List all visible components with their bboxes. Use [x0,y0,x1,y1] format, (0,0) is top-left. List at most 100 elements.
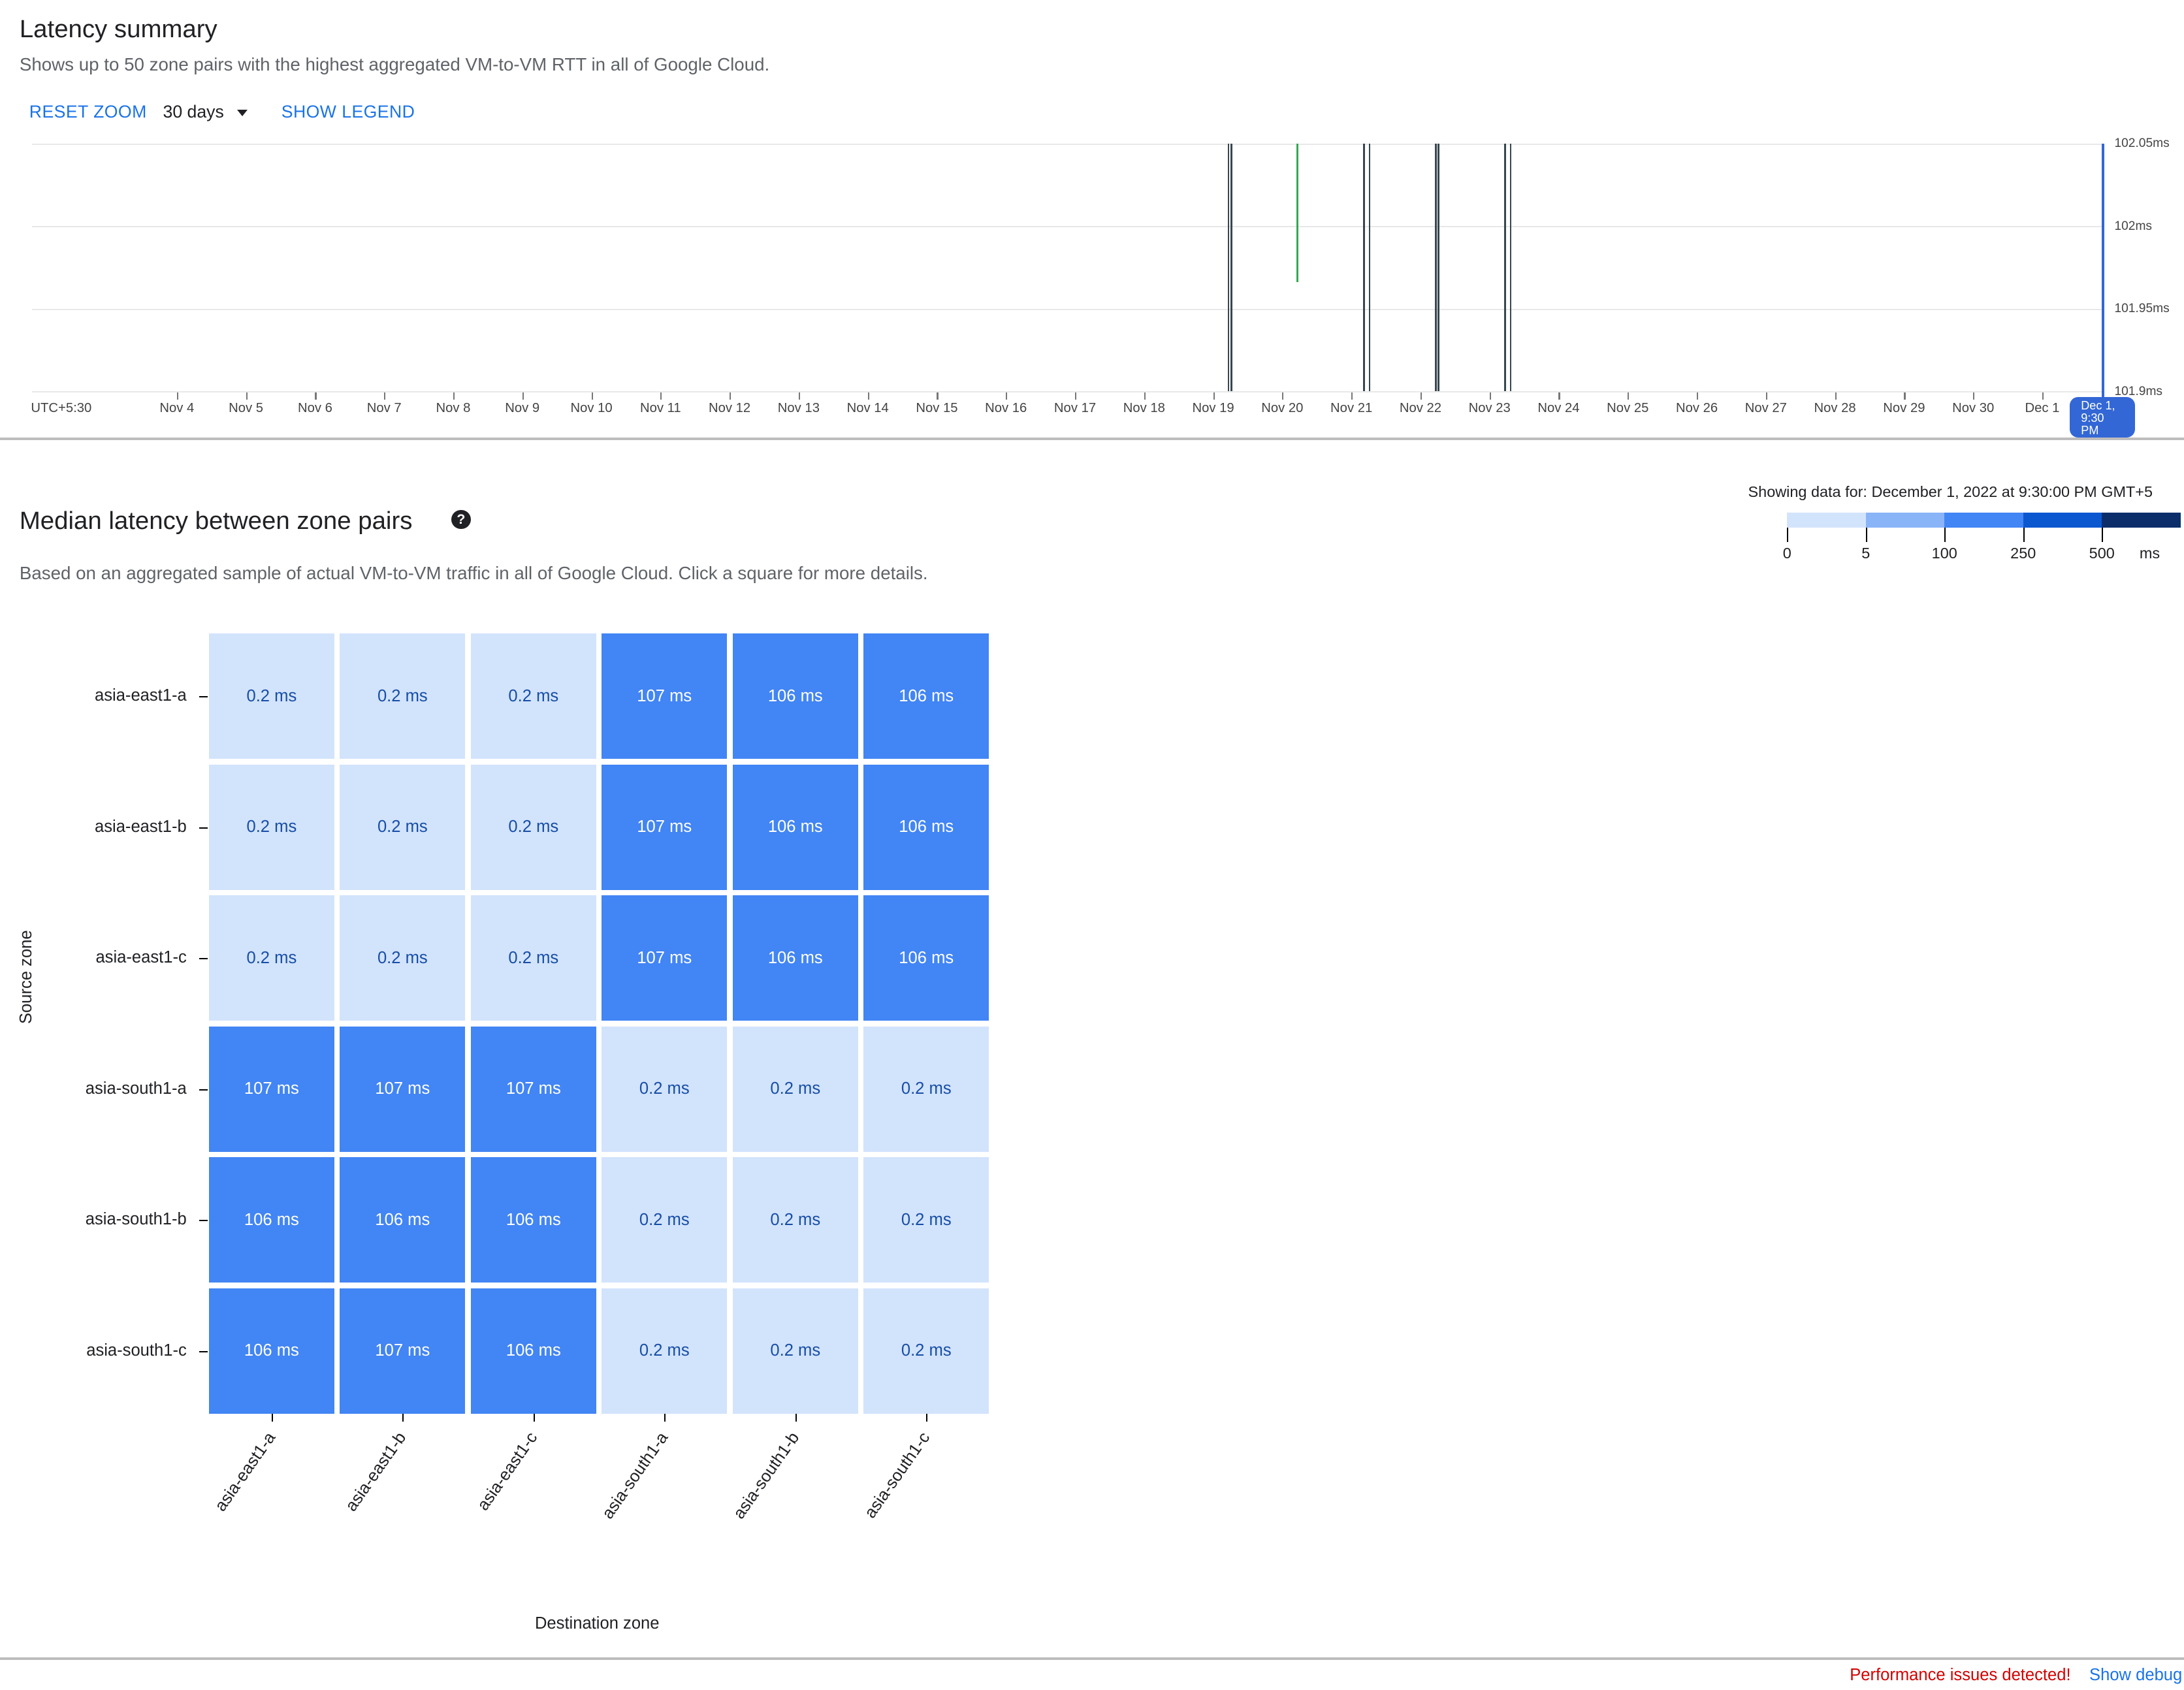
x-tick-mark [1628,392,1630,400]
latency-spike[interactable] [1296,143,1299,283]
x-tick-label: Nov 11 [639,401,681,416]
latency-spike[interactable] [1362,143,1365,392]
latency-spike[interactable] [1437,143,1440,392]
heatmap-cell[interactable]: 107 ms [602,895,728,1021]
heatmap-cell[interactable]: 0.2 ms [470,895,596,1021]
reset-zoom-button[interactable]: RESET ZOOM [29,101,147,121]
x-tick-mark [1282,392,1284,400]
scale-label: 5 [1861,544,1871,562]
x-tick-label: Nov 6 [297,401,332,416]
latency-spike[interactable] [1368,143,1371,392]
heatmap-cell[interactable]: 0.2 ms [340,633,466,759]
heatmap-cell[interactable]: 107 ms [602,764,728,890]
scale-label: ms [2139,544,2160,562]
heatmap-cell[interactable]: 107 ms [602,633,728,759]
column-tick [664,1413,666,1422]
help-circle-icon[interactable]: ? [451,509,471,530]
column-tick [795,1413,797,1422]
heatmap-cell[interactable]: 0.2 ms [340,895,466,1021]
x-tick-label: Nov 29 [1883,401,1925,416]
y-tick-label: 102ms [2114,219,2153,233]
heatmap-cell[interactable]: 0.2 ms [863,1288,989,1414]
x-tick-label: Nov 24 [1537,401,1580,416]
x-tick-mark [384,392,386,400]
scale-label: 0 [1782,544,1791,562]
heatmap-cell[interactable]: 106 ms [732,633,858,759]
gridline [32,143,2104,145]
x-tick-label: Nov 25 [1607,401,1649,416]
x-tick-label: Nov 15 [916,401,958,416]
gridline [32,226,2104,228]
scale-tick [1865,528,1867,542]
x-tick-label: Nov 27 [1744,401,1787,416]
x-axis-label: Destination zone [534,1614,660,1633]
performance-warning: Performance issues detected! [1850,1665,2071,1684]
x-tick-mark [246,392,248,400]
heatmap-cell[interactable]: 0.2 ms [470,633,596,759]
x-tick-mark [1835,392,1837,400]
heatmap-cell[interactable]: 107 ms [340,1026,466,1152]
heatmap-cell[interactable]: 0.2 ms [340,764,466,890]
heatmap-cell[interactable]: 107 ms [470,1026,596,1152]
show-debug-link[interactable]: Show debug p [2089,1665,2184,1684]
row-label: asia-east1-a [95,686,187,705]
heatmap-cell[interactable]: 0.2 ms [208,895,334,1021]
y-tick-label: 101.9ms [2114,384,2163,398]
x-tick-label: Nov 17 [1053,401,1097,416]
time-cursor-label[interactable]: Dec 1, 9:30 PM [2070,396,2136,438]
x-tick-label: Nov 16 [985,401,1027,416]
heatmap-cell[interactable]: 0.2 ms [602,1026,728,1152]
x-tick-label: Dec 1 [2025,401,2060,416]
heatmap-cell[interactable]: 0.2 ms [863,1157,989,1283]
scale-swatch [1865,512,1945,528]
heatmap-cell[interactable]: 0.2 ms [208,764,334,890]
x-tick-mark [867,392,869,400]
heatmap-cell[interactable]: 106 ms [340,1157,466,1283]
scale-swatch [2102,512,2181,528]
show-legend-button[interactable]: SHOW LEGEND [281,101,415,121]
latency-spike[interactable] [1434,143,1437,392]
heatmap-cell[interactable]: 0.2 ms [602,1288,728,1414]
heatmap-cell[interactable]: 106 ms [470,1157,596,1283]
latency-timeseries-chart[interactable]: 102.05ms 102ms 101.95ms 101.9ms UTC+5:30 Nov … [0,133,2184,439]
heatmap-cell[interactable]: 0.2 ms [863,1026,989,1152]
y-tick-label: 102.05ms [2114,136,2170,150]
row-label: asia-east1-c [95,948,187,967]
row-tick [199,958,208,960]
latency-spike[interactable] [1509,143,1512,392]
latency-spike[interactable] [1503,143,1506,392]
latency-spike[interactable] [1230,143,1232,392]
x-tick-mark [1144,392,1146,400]
gridline [32,308,2104,310]
x-tick-label: Nov 10 [570,401,613,416]
dropdown-arrow-icon [237,109,248,116]
x-tick-mark [730,392,731,400]
heatmap-cell[interactable]: 0.2 ms [470,764,596,890]
column-label: asia-east1-b [342,1428,410,1515]
heatmap-cell[interactable]: 0.2 ms [732,1157,858,1283]
heatmap-cell[interactable]: 106 ms [208,1288,334,1414]
heatmap-cell[interactable]: 106 ms [863,764,989,890]
column-label: asia-south1-a [598,1428,672,1522]
row-label: asia-south1-b [85,1210,187,1229]
range-select[interactable]: 30 days [163,102,248,122]
row-tick [199,1220,208,1222]
heatmap-cell[interactable]: 0.2 ms [602,1157,728,1283]
heatmap-cell[interactable]: 107 ms [340,1288,466,1414]
latency-spike[interactable] [1227,143,1230,392]
heatmap-cell[interactable]: 106 ms [863,633,989,759]
heatmap-cell[interactable]: 0.2 ms [208,633,334,759]
heatmap-cell[interactable]: 107 ms [208,1026,334,1152]
heatmap-cell[interactable]: 106 ms [470,1288,596,1414]
heatmap-cell[interactable]: 106 ms [208,1157,334,1283]
column-tick [271,1413,273,1422]
x-tick-mark [176,392,178,400]
heatmap-cell[interactable]: 0.2 ms [732,1288,858,1414]
time-cursor-line[interactable] [2102,143,2105,406]
heatmap-description: Based on an aggregated sample of actual … [19,562,928,583]
column-label: asia-south1-c [861,1428,934,1522]
heatmap-cell[interactable]: 0.2 ms [732,1026,858,1152]
heatmap-cell[interactable]: 106 ms [732,764,858,890]
heatmap-cell[interactable]: 106 ms [863,895,989,1021]
heatmap-cell[interactable]: 106 ms [732,895,858,1021]
